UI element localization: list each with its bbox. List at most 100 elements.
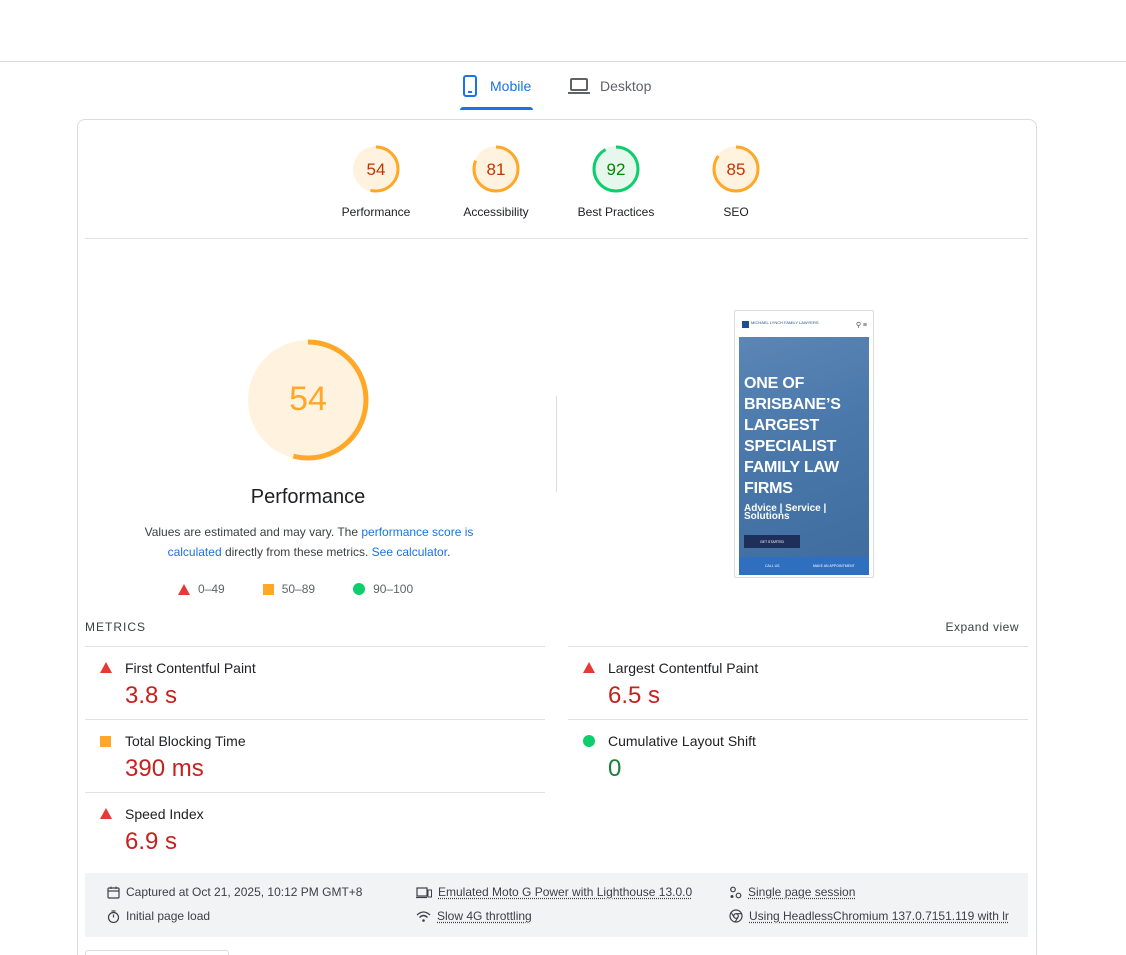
gauge-arc [472,145,520,193]
metric-value: 0 [608,755,622,782]
tab-mobile-label: Mobile [490,78,532,94]
gauge-score: 92 [607,160,626,179]
triangle-icon [178,583,190,595]
legend-item-fail: 0–49 [178,582,225,596]
legend-range: 90–100 [373,582,414,596]
search-menu-icon: ⚲ ≡ [855,322,867,329]
legend-range: 50–89 [281,582,316,596]
gauge-ring: 85 [712,145,760,193]
expand-view-button[interactable]: Expand view [945,620,1019,634]
devices-icon [416,886,432,899]
run-info-panel: Captured at Oct 21, 2025, 10:12 PM GMT+8… [85,873,1028,937]
metrics-heading: METRICS [85,620,146,634]
top-header-bar [0,0,1126,62]
wifi-icon [416,910,431,923]
gauge-seo[interactable]: 85 SEO [686,143,786,219]
metric-name: Total Blocking Time [125,733,246,749]
gauge-background [593,146,639,192]
laptop-icon [568,77,590,95]
metrics-header: METRICS Expand view [85,620,1028,646]
metric-name: Largest Contentful Paint [608,660,759,676]
gauge-best-practices[interactable]: 92 Best Practices [566,143,666,219]
gauge-arc [247,339,369,461]
fail-triangle-icon [100,808,112,819]
tab-mobile[interactable]: Mobile [460,62,533,110]
metric-speed-index: Speed Index 6.9 s [85,792,545,865]
gauge-label: Performance [341,205,411,219]
session-type[interactable]: Single page session [729,885,855,899]
timer-icon [107,909,120,923]
gauge-arc [712,145,760,193]
gauge-background [353,146,399,192]
load-text: Initial page load [126,909,211,923]
device-text: Emulated Moto G Power with Lighthouse 13… [438,885,693,899]
tab-desktop[interactable]: Desktop [568,62,651,110]
performance-title: Performance [250,486,366,508]
browser-version[interactable]: Using HeadlessChromium 137.0.7151.119 wi… [729,909,1009,923]
desc-text: Values are estimated and may vary. The [144,525,362,539]
circle-icon [353,583,366,595]
square-icon [262,583,274,595]
desc-text: . [447,545,451,559]
calendar-icon [107,886,120,899]
gauge-performance[interactable]: 54 Performance [326,143,426,219]
captured-at: Captured at Oct 21, 2025, 10:12 PM GMT+8 [107,885,362,899]
divider [556,396,557,492]
metric-value: 3.8 s [125,682,178,709]
gauge-score: 54 [367,160,386,179]
site-logo-text: MICHAEL LYNCH FAMILY LAWYERS [751,320,819,325]
pass-circle-icon [583,735,595,747]
gauge-background [713,146,759,192]
site-hero: ONE OF BRISBANE’S LARGEST SPECIALIST FAM… [739,337,869,559]
see-calculator-link[interactable]: See calculator [371,545,448,559]
gauge-score: 81 [487,160,506,179]
metric-name: Speed Index [125,806,204,822]
metric-name: First Contentful Paint [125,660,256,676]
session-icon [729,886,742,899]
performance-score-large: 54 [289,380,327,418]
metric-total-blocking-time: Total Blocking Time 390 ms [85,719,545,792]
gauge-ring: 81 [472,145,520,193]
gauge-ring: 92 [592,145,640,193]
score-calculated-link[interactable]: performance score is calculated [167,525,474,559]
tab-desktop-label: Desktop [600,78,652,94]
metric-cumulative-layout-shift: Cumulative Layout Shift 0 [568,719,1028,792]
chrome-icon [729,909,743,923]
score-legend: 0–49 50–89 90–100 [178,582,451,596]
performance-description: Values are estimated and may vary. The p… [128,522,490,562]
site-cta-button: GET STARTED [744,535,800,548]
category-gauges: 54 Performance 81 Accessibility 92 Best … [85,140,1028,239]
report-card [77,119,1037,955]
site-footer-right: MAKE AN APPOINTMENT [813,564,855,568]
gauge-label: Accessibility [463,205,529,219]
legend-item-average: 50–89 [262,582,316,596]
gauge-accessibility[interactable]: 81 Accessibility [446,143,546,219]
details-tab-edge [85,950,229,955]
device-tabs: Mobile Desktop [0,62,1126,112]
site-header: MICHAEL LYNCH FAMILY LAWYERS ⚲ ≡ [739,315,869,337]
session-text: Single page session [748,885,856,899]
metric-value: 390 ms [125,755,204,782]
final-screenshot-thumbnail[interactable]: MICHAEL LYNCH FAMILY LAWYERS ⚲ ≡ ONE OF … [734,310,874,578]
gauge-score: 85 [727,160,746,179]
network-throttling[interactable]: Slow 4G throttling [416,909,532,923]
gauge-background [473,146,519,192]
gauge-ring: 54 [352,145,400,193]
captured-text: Captured at Oct 21, 2025, 10:12 PM GMT+8 [126,885,363,899]
average-square-icon [100,736,111,747]
metric-value: 6.9 s [125,828,178,855]
throttling-text: Slow 4G throttling [437,909,532,923]
legend-item-pass: 90–100 [353,582,413,596]
fail-triangle-icon [100,662,112,673]
metric-largest-contentful-paint: Largest Contentful Paint 6.5 s [568,646,1028,719]
gauge-background [248,340,368,460]
emulated-device[interactable]: Emulated Moto G Power with Lighthouse 13… [416,885,692,899]
smartphone-icon [460,75,480,97]
browser-text: Using HeadlessChromium 137.0.7151.119 wi… [749,909,1009,923]
active-tab-indicator [460,107,533,110]
gauge-label: Best Practices [577,205,655,219]
metric-value: 6.5 s [608,682,661,709]
performance-gauge-large: 54 [247,339,369,461]
desc-text: directly from these metrics. [221,545,372,559]
metric-first-contentful-paint: First Contentful Paint 3.8 s [85,646,545,719]
